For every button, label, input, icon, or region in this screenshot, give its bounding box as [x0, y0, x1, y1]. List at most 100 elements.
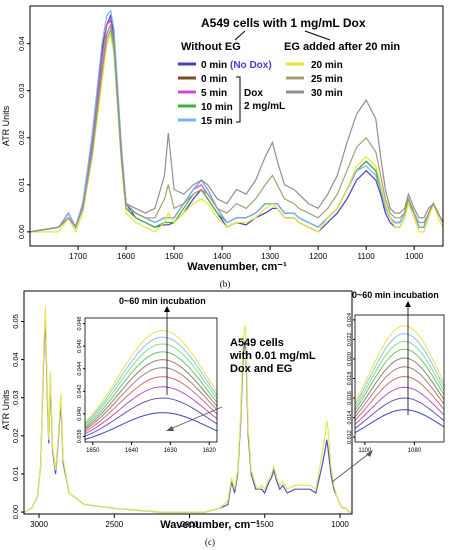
inset-curve — [84, 343, 218, 426]
inset-curve — [84, 330, 218, 423]
inset2-label: 0~60 min incubation — [352, 290, 439, 300]
panel-b-ylabel: ATR Units — [1, 105, 11, 146]
inset-y-tick-label: 0.018 — [347, 372, 353, 386]
inset-y-tick-label: 0.020 — [347, 352, 353, 366]
y-tick-label: 0.03 — [17, 83, 26, 98]
x-tick-label: 1000 — [331, 520, 349, 529]
series-line-30-min-7 — [29, 22, 444, 233]
legend-label-25min: 25 min — [311, 74, 343, 85]
y-tick-label: 0.02 — [17, 130, 26, 145]
panel-c-annotation-line3: Dox and EG — [230, 363, 292, 375]
x-tick-label: 2500 — [105, 520, 123, 529]
legend-dox-label: Dox — [244, 88, 263, 99]
legend-label-30min: 30 min — [311, 88, 343, 99]
panel-c-chart: 3000 2500 2000 1500 1000 0.00 0.01 0.02 0.03 0.0… — [1, 290, 445, 547]
y-tick-label: 0.02 — [11, 429, 20, 444]
inset1-arrow-head — [164, 306, 170, 312]
x-tick-label: 1000 — [405, 252, 423, 261]
legend-label-20min: 20 min — [311, 60, 343, 71]
inset-curve — [84, 376, 218, 433]
inset-y-tick-label: 0.038 — [77, 429, 83, 443]
legend-label-0min: 0 min — [201, 74, 227, 85]
y-tick-label: 0.01 — [11, 467, 20, 482]
inset-curve — [84, 351, 218, 428]
inset-y-tick-label: 0.048 — [77, 317, 83, 331]
legend-dox-bracket — [236, 76, 241, 123]
inset-curve — [354, 357, 445, 414]
panel-b-caption: (b) — [220, 279, 231, 289]
legend-pointer-left — [234, 30, 246, 41]
inset-curve — [354, 325, 445, 402]
inset-y-tick-label: 0.016 — [347, 391, 353, 405]
x-tick-label: 3000 — [30, 520, 48, 529]
x-tick-label: 1100 — [358, 252, 376, 261]
inset-curve — [84, 386, 218, 435]
inset1-pointer — [167, 406, 223, 431]
y-tick-label: 0.01 — [17, 178, 26, 193]
legend-label-10min: 10 min — [201, 102, 233, 113]
panel-c-ylabel: ATR Units — [1, 389, 11, 430]
x-tick-label: 1200 — [309, 252, 327, 261]
inset-curve — [354, 386, 445, 425]
legend-label-15min: 15 min — [201, 116, 233, 127]
legend-left: 0 min (No Dox) 0 min 5 min 10 min 15 min… — [178, 60, 285, 127]
series-line-15-min-4 — [29, 9, 444, 233]
inset-curve — [354, 397, 445, 429]
legend-right: 20 min 25 min 30 min — [286, 60, 343, 99]
legend-heading-eg-added: EG added after 20 min — [284, 41, 400, 53]
x-tick-label: 1600 — [117, 252, 135, 261]
inset2-pointer-head — [366, 450, 373, 457]
inset-curve — [84, 367, 218, 431]
inset-x-tick-label: 1650 — [86, 448, 100, 454]
inset2-pointer — [331, 451, 372, 483]
panel-b-title: A549 cells with 1 mg/mL Dox — [201, 16, 366, 30]
panel-b-chart: 1700 1600 1500 1400 1300 1200 1100 1000 0.00 0.0… — [1, 5, 444, 289]
inset-curve — [354, 409, 445, 434]
y-tick-label: 0.04 — [11, 352, 20, 367]
inset-curve — [354, 340, 445, 408]
panel-c-annotation-line2: with 0.01 mg/mL — [229, 350, 316, 362]
panel-b-xlabel: Wavenumber, cm⁻¹ — [187, 261, 287, 273]
inset-x-tick-label: 1640 — [125, 448, 139, 454]
legend-dox-concentration: 2 mg/mL — [244, 101, 285, 112]
inset-curve — [84, 412, 218, 440]
legend-no-dox-note: (No Dox) — [230, 60, 272, 71]
inset-y-tick-label: 0.024 — [347, 313, 353, 327]
y-tick-label: 0.00 — [17, 225, 26, 240]
inset-curve — [354, 366, 445, 418]
series-line-60-min-1 — [23, 306, 352, 513]
inset-amide-i-zoom: 1650 1640 1630 1620 0.038 0.040 0.042 0.044 0.04… — [77, 296, 218, 454]
inset1-label: 0~60 min incubation — [119, 296, 206, 306]
inset-y-tick-label: 0.044 — [77, 362, 83, 376]
legend-heading-without-eg: Without EG — [181, 41, 241, 53]
inset-1080-band-zoom: 1100 1080 0.012 0.014 0.016 0.018 0.020 0.022 0.… — [347, 290, 445, 454]
inset-curve — [354, 348, 445, 411]
inset1-pointer-head — [166, 426, 174, 431]
inset-curve — [84, 359, 218, 429]
legend-label-0min-no-dox: 0 min — [201, 60, 227, 71]
inset-y-tick-label: 0.046 — [77, 339, 83, 353]
inset-y-tick-label: 0.014 — [347, 411, 353, 425]
inset-x-tick-label: 1100 — [358, 448, 372, 454]
y-tick-label: 0.00 — [11, 505, 20, 520]
x-tick-label: 1400 — [213, 252, 231, 261]
x-tick-label: 1300 — [261, 252, 279, 261]
inset-y-tick-label: 0.042 — [77, 384, 83, 398]
panel-c-annotation-line1: A549 cells — [230, 337, 284, 349]
legend-label-5min: 5 min — [201, 88, 227, 99]
panel-c-xlabel: Wavenumber, cm⁻¹ — [160, 519, 260, 531]
inset-y-tick-label: 0.012 — [347, 430, 353, 444]
legend-pointer-right — [304, 30, 331, 41]
inset2-arrow-head — [405, 301, 411, 307]
inset-curve — [84, 336, 218, 424]
inset-x-tick-label: 1080 — [408, 448, 422, 454]
x-tick-label: 1700 — [69, 252, 87, 261]
panel-c-caption: (c) — [205, 537, 215, 547]
x-tick-label: 1500 — [165, 252, 183, 261]
x-tick-label: 2000 — [181, 520, 199, 529]
x-tick-label: 1500 — [256, 520, 274, 529]
y-tick-label: 0.03 — [11, 390, 20, 405]
inset-x-tick-label: 1620 — [203, 448, 217, 454]
inset-y-tick-label: 0.040 — [77, 407, 83, 421]
